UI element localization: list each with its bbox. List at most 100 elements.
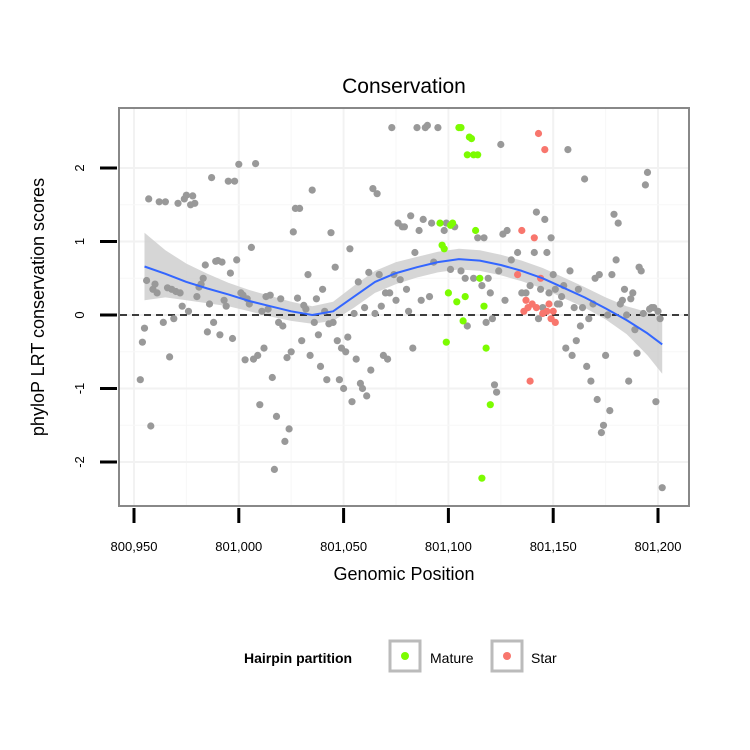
- point-other: [155, 198, 163, 206]
- legend-label-mature: Mature: [430, 650, 474, 666]
- point-mature: [457, 124, 465, 132]
- point-other: [373, 190, 381, 198]
- point-other: [369, 185, 377, 193]
- point-other: [203, 328, 211, 336]
- point-other: [396, 276, 404, 284]
- point-other: [191, 199, 199, 207]
- point-other: [578, 304, 587, 312]
- point-other: [639, 309, 647, 318]
- point-other: [545, 289, 553, 297]
- point-other: [371, 309, 379, 318]
- point-other: [597, 429, 606, 437]
- point-other: [352, 355, 360, 363]
- point-other: [576, 322, 585, 330]
- point-other: [340, 384, 348, 393]
- point-other: [558, 293, 566, 301]
- point-other: [210, 318, 218, 326]
- point-other: [346, 245, 354, 253]
- point-star: [551, 318, 559, 326]
- point-other: [272, 412, 281, 420]
- point-other: [323, 376, 331, 384]
- point-other: [145, 195, 153, 203]
- point-star: [549, 307, 557, 315]
- point-other: [289, 228, 297, 236]
- point-other: [205, 300, 214, 308]
- point-other: [314, 331, 322, 339]
- point-other: [562, 344, 570, 352]
- point-star: [522, 296, 530, 304]
- point-other: [407, 212, 415, 220]
- point-mature: [436, 219, 444, 227]
- point-other: [147, 422, 155, 430]
- point-other: [348, 398, 356, 406]
- point-other: [478, 282, 486, 290]
- x-tick-label: 800,950: [111, 539, 158, 554]
- point-other: [277, 295, 285, 303]
- point-other: [656, 315, 664, 323]
- confidence-band-area: [144, 232, 663, 374]
- point-other: [178, 302, 186, 310]
- point-other: [222, 302, 230, 310]
- point-mature: [449, 219, 457, 227]
- point-other: [226, 269, 234, 277]
- point-mature: [453, 298, 461, 306]
- point-other: [583, 362, 591, 370]
- point-other: [208, 174, 216, 182]
- point-other: [363, 392, 371, 400]
- point-mature: [463, 151, 471, 159]
- point-other: [342, 348, 350, 356]
- point-other: [224, 177, 232, 185]
- point-other: [312, 295, 320, 303]
- point-other: [304, 271, 312, 279]
- series-other: [136, 121, 666, 492]
- point-other: [566, 267, 574, 275]
- point-other: [388, 124, 396, 132]
- point-other: [543, 248, 551, 257]
- point-other: [287, 348, 295, 356]
- confidence-band: [144, 232, 663, 374]
- x-tick-label: 801,100: [425, 539, 472, 554]
- point-other: [629, 289, 637, 297]
- point-other: [333, 337, 341, 345]
- point-other: [254, 351, 262, 359]
- legend-label-star: Star: [531, 650, 557, 666]
- point-mature: [480, 302, 488, 310]
- point-other: [268, 373, 276, 382]
- point-mature: [486, 401, 494, 409]
- point-other: [193, 293, 201, 301]
- point-mature: [444, 289, 452, 297]
- point-other: [555, 300, 564, 308]
- point-other: [405, 307, 413, 315]
- point-other: [344, 333, 352, 341]
- point-other: [335, 376, 343, 384]
- point-star: [526, 377, 534, 385]
- legend: Hairpin partition Mature Star: [244, 639, 557, 673]
- point-other: [174, 199, 182, 207]
- point-mature: [461, 293, 469, 301]
- point-other: [457, 267, 465, 275]
- point-other: [463, 322, 471, 330]
- point-mature: [442, 338, 450, 346]
- point-other: [402, 285, 411, 293]
- point-other: [514, 248, 522, 257]
- point-other: [400, 223, 408, 231]
- y-axis: -2 -1 0 1 2: [72, 164, 117, 468]
- point-star: [543, 307, 551, 315]
- chart-title: Conservation: [342, 75, 466, 98]
- point-other: [361, 304, 369, 312]
- point-other: [252, 160, 260, 168]
- point-other: [595, 271, 603, 279]
- point-other: [220, 296, 228, 304]
- point-other: [522, 289, 530, 297]
- point-other: [293, 294, 302, 302]
- point-other: [140, 324, 149, 332]
- legend-key-star: [490, 639, 524, 673]
- point-other: [409, 344, 417, 352]
- point-star: [541, 146, 549, 154]
- point-other: [306, 351, 314, 359]
- point-mature: [482, 344, 490, 352]
- point-other: [623, 311, 631, 319]
- point-other: [189, 192, 197, 200]
- point-other: [532, 208, 541, 216]
- point-other: [503, 226, 511, 235]
